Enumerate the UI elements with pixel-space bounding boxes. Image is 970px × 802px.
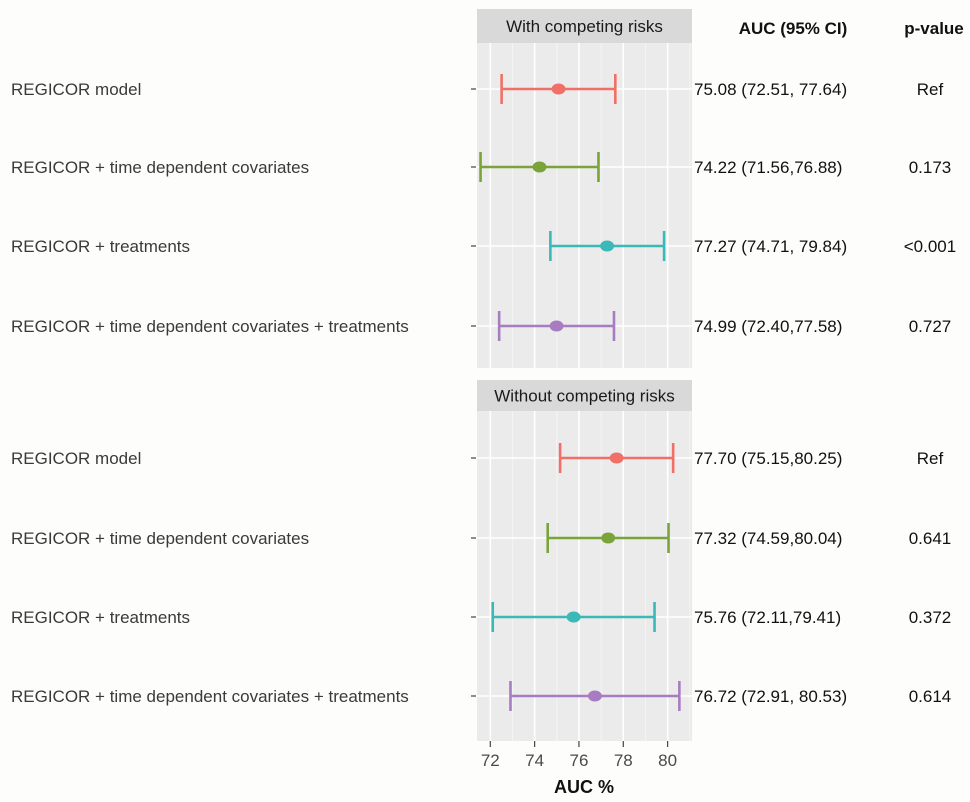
point-estimate (549, 320, 564, 332)
x-tick-label: 78 (614, 751, 633, 770)
auc-ci-value: 77.70 (75.15,80.25) (694, 449, 842, 468)
panel-title: With competing risks (506, 17, 663, 36)
point-estimate (532, 161, 547, 173)
panel-background (477, 43, 692, 368)
p-value: <0.001 (904, 237, 956, 256)
row-label: REGICOR + time dependent covariates (11, 529, 309, 548)
row-label: REGICOR + treatments (11, 608, 190, 627)
p-value: 0.641 (909, 529, 952, 548)
x-tick-label: 80 (658, 751, 677, 770)
auc-ci-value: 75.08 (72.51, 77.64) (694, 80, 847, 99)
point-estimate (551, 83, 566, 95)
panel-title: Without competing risks (494, 387, 674, 406)
x-tick-label: 76 (569, 751, 588, 770)
row-label: REGICOR + treatments (11, 237, 190, 256)
point-estimate (601, 532, 616, 544)
p-value: Ref (917, 80, 944, 99)
p-value: Ref (917, 449, 944, 468)
auc-ci-value: 77.27 (74.71, 79.84) (694, 237, 847, 256)
auc-ci-value: 76.72 (72.91, 80.53) (694, 687, 847, 706)
row-label: REGICOR + time dependent covariates + tr… (11, 687, 409, 706)
row-label: REGICOR model (11, 80, 141, 99)
point-estimate (600, 240, 615, 252)
p-value: 0.727 (909, 317, 952, 336)
p-value: 0.372 (909, 608, 952, 627)
pvalue-column-header: p-value (904, 19, 964, 38)
x-tick-label: 72 (481, 751, 500, 770)
point-estimate (609, 452, 624, 464)
auc-ci-value: 77.32 (74.59,80.04) (694, 529, 842, 548)
auc-ci-value: 75.76 (72.11,79.41) (694, 608, 841, 627)
point-estimate (587, 690, 602, 702)
point-estimate (566, 611, 581, 623)
x-axis-label: AUC % (554, 777, 614, 797)
x-tick-label: 74 (525, 751, 544, 770)
panel-strip (477, 9, 692, 43)
auc-column-header: AUC (95% CI) (739, 19, 848, 38)
auc-ci-value: 74.99 (72.40,77.58) (694, 317, 842, 336)
row-label: REGICOR model (11, 449, 141, 468)
row-label: REGICOR + time dependent covariates (11, 158, 309, 177)
auc-ci-value: 74.22 (71.56,76.88) (694, 158, 842, 177)
p-value: 0.173 (909, 158, 952, 177)
p-value: 0.614 (909, 687, 952, 706)
panel-strip (477, 380, 692, 411)
row-label: REGICOR + time dependent covariates + tr… (11, 317, 409, 336)
